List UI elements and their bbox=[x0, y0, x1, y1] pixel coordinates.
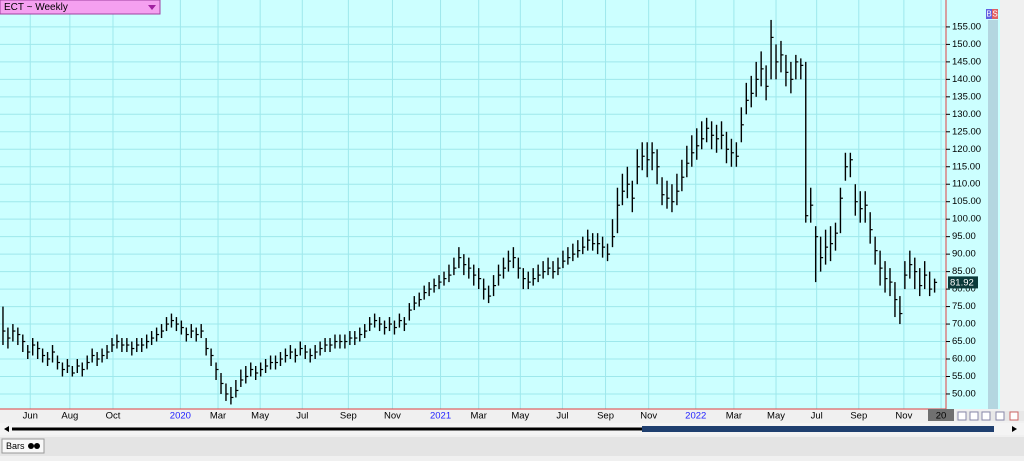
x-tick-label: Mar bbox=[726, 411, 742, 422]
x-tick-label: May bbox=[767, 411, 785, 422]
y-tick-label: 100.00 bbox=[952, 214, 981, 225]
dropdown-arrow[interactable] bbox=[148, 5, 156, 10]
scroll-thumb[interactable] bbox=[642, 426, 994, 432]
y-tick-label: 140.00 bbox=[952, 74, 981, 85]
tool-button[interactable] bbox=[957, 411, 967, 421]
y-tick-label: 105.00 bbox=[952, 196, 981, 207]
y-tick-label: 60.00 bbox=[952, 354, 976, 365]
y-tick-label: 155.00 bbox=[952, 21, 981, 32]
tool-button[interactable] bbox=[969, 411, 979, 421]
y-tick-label: 120.00 bbox=[952, 144, 981, 155]
side-column bbox=[988, 20, 998, 409]
tab[interactable] bbox=[1, 438, 45, 454]
tool-button[interactable] bbox=[981, 411, 991, 421]
scroll-left[interactable] bbox=[4, 426, 9, 432]
y-tick-label: 75.00 bbox=[952, 301, 976, 312]
x-tick-label: Oct bbox=[106, 411, 121, 422]
tool-button[interactable] bbox=[1009, 411, 1019, 421]
x-tick-label: Jun bbox=[23, 411, 38, 422]
y-tick-label: 115.00 bbox=[952, 161, 980, 172]
tab-label: Bars bbox=[6, 441, 25, 451]
tab-bar bbox=[0, 437, 1024, 456]
tab-icon bbox=[34, 443, 40, 449]
sell-button[interactable] bbox=[992, 9, 998, 19]
x-tick-label: Sep bbox=[850, 411, 867, 422]
y-tick-label: 80.00 bbox=[952, 284, 976, 295]
x-tick-label: May bbox=[251, 411, 269, 422]
y-tick-label: 95.00 bbox=[952, 231, 976, 242]
x-tick-label: Sep bbox=[340, 411, 357, 422]
buy-button[interactable] bbox=[986, 9, 992, 19]
x-tick-label: Nov bbox=[384, 411, 401, 422]
y-tick-label: 110.00 bbox=[952, 179, 980, 190]
price-axis bbox=[946, 0, 986, 409]
x-tick-label: 2022 bbox=[685, 411, 706, 422]
y-tick-label: 125.00 bbox=[952, 126, 981, 137]
symbol-label: ECT ~ Weekly bbox=[4, 2, 68, 13]
y-tick-label: 55.00 bbox=[952, 371, 976, 382]
y-tick-label: 135.00 bbox=[952, 91, 981, 102]
x-tick-label: 2021 bbox=[430, 411, 451, 422]
y-tick-label: 90.00 bbox=[952, 249, 976, 260]
x-tick-label: Mar bbox=[471, 411, 487, 422]
last-price-box bbox=[948, 276, 978, 289]
x-tick-label: Jul bbox=[556, 411, 568, 422]
y-tick-label: 65.00 bbox=[952, 336, 976, 347]
y-tick-label: 130.00 bbox=[952, 109, 981, 120]
y-tick-label: 70.00 bbox=[952, 319, 976, 330]
x-tick-label: Jul bbox=[811, 411, 823, 422]
tool-button[interactable] bbox=[995, 411, 1005, 421]
y-tick-label: 85.00 bbox=[952, 266, 976, 277]
y-tick-label: 150.00 bbox=[952, 39, 981, 50]
x-tick-label: May bbox=[511, 411, 529, 422]
y-tick-label: 145.00 bbox=[952, 56, 981, 67]
x-tick-label: 2020 bbox=[170, 411, 191, 422]
scroll-right[interactable] bbox=[1012, 426, 1017, 432]
x-tick-label: Sep bbox=[597, 411, 614, 422]
buy-label: B bbox=[986, 10, 991, 19]
x-tick-label: Nov bbox=[895, 411, 912, 422]
x-tick-label: Nov bbox=[640, 411, 657, 422]
tab-icon bbox=[28, 443, 34, 449]
y-tick-label: 50.00 bbox=[952, 388, 976, 399]
last-price-label: 81.92 bbox=[950, 277, 974, 288]
date-cursor bbox=[928, 409, 954, 421]
plot-area bbox=[0, 0, 946, 409]
x-tick-label: Jul bbox=[296, 411, 308, 422]
symbol-box[interactable] bbox=[0, 0, 161, 15]
x-tick-label: 20 bbox=[936, 411, 947, 422]
x-tick-label: Aug bbox=[61, 411, 78, 422]
x-tick-label: Mar bbox=[210, 411, 226, 422]
sell-label: S bbox=[992, 10, 997, 19]
